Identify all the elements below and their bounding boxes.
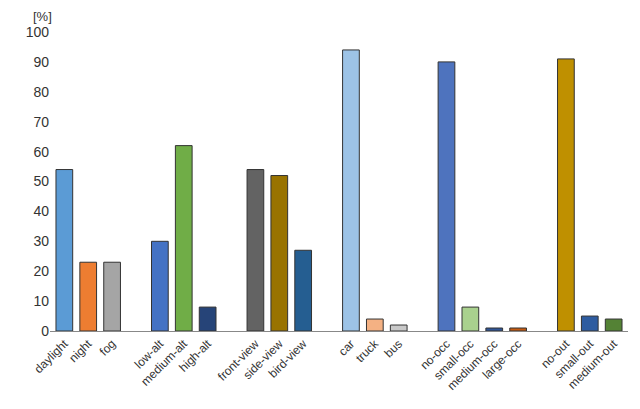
svg-text:front-view: front-view	[215, 337, 262, 384]
svg-text:night: night	[66, 336, 95, 365]
svg-text:10: 10	[33, 293, 49, 309]
svg-text:small-out: small-out	[552, 336, 597, 381]
svg-text:truck: truck	[353, 336, 382, 365]
svg-text:[%]: [%]	[33, 9, 52, 24]
svg-text:no-out: no-out	[538, 336, 572, 370]
svg-text:80: 80	[33, 84, 49, 100]
svg-text:40: 40	[33, 203, 49, 219]
svg-text:large-occ: large-occ	[480, 337, 525, 382]
svg-text:50: 50	[33, 173, 49, 189]
svg-text:medium-alt: medium-alt	[138, 336, 190, 388]
svg-text:daylight: daylight	[32, 336, 72, 376]
svg-text:no-occ: no-occ	[417, 337, 452, 372]
svg-text:medium-out: medium-out	[565, 336, 620, 391]
svg-text:fog: fog	[97, 337, 119, 359]
svg-text:100: 100	[26, 24, 50, 40]
svg-text:20: 20	[33, 263, 49, 279]
svg-text:0: 0	[41, 323, 49, 339]
svg-text:70: 70	[33, 114, 49, 130]
svg-text:90: 90	[33, 54, 49, 70]
svg-text:bus: bus	[381, 337, 405, 361]
svg-text:side-view: side-view	[240, 337, 286, 383]
svg-text:small-occ: small-occ	[431, 337, 477, 383]
svg-text:30: 30	[33, 233, 49, 249]
svg-text:medium-occ: medium-occ	[444, 337, 500, 393]
svg-text:high-alt: high-alt	[176, 336, 214, 374]
svg-text:car: car	[336, 337, 358, 359]
svg-text:low-alt: low-alt	[132, 336, 167, 371]
svg-text:bird-view: bird-view	[266, 337, 310, 381]
svg-text:60: 60	[33, 144, 49, 160]
